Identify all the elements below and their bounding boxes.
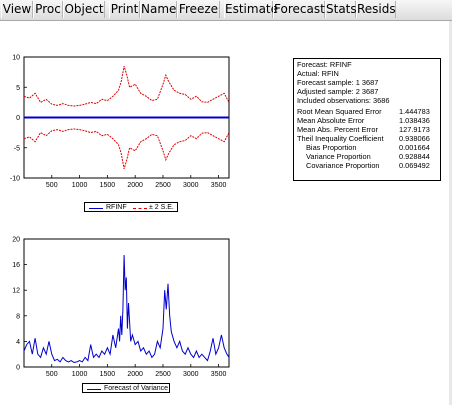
- x-tick-label: 500: [46, 182, 58, 189]
- stat-label: Covariance Proportion: [306, 161, 380, 170]
- x-tick-label: 1000: [72, 182, 88, 189]
- x-tick-label: 1500: [100, 371, 116, 378]
- object-button[interactable]: Object: [63, 1, 105, 18]
- variance-series-line: [23, 254, 230, 364]
- upper-se-band-line: [23, 65, 230, 107]
- stat-label: Mean Absolute Error: [297, 116, 365, 125]
- stat-header-forecast-sample: Forecast sample: 1 3687: [297, 78, 379, 87]
- x-tick-label: 2500: [155, 182, 171, 189]
- estimate-button[interactable]: Estimate: [224, 1, 279, 18]
- stats-button[interactable]: Stats: [325, 1, 357, 18]
- stat-value: 0.001664: [399, 143, 430, 152]
- stat-value: 1.444783: [399, 107, 430, 116]
- x-tick-label: 1500: [100, 182, 116, 189]
- lower-se-band-line: [23, 128, 230, 170]
- y-tick-label: 10: [12, 55, 20, 62]
- legend-label-forecast: RFINF: [106, 204, 127, 211]
- y-tick-label: -5: [14, 145, 20, 152]
- legend-label-variance: Forecast of Variance: [104, 385, 169, 392]
- print-button[interactable]: Print: [109, 1, 140, 18]
- forecast-button[interactable]: Forecast: [273, 1, 325, 18]
- x-tick-label: 2000: [127, 182, 143, 189]
- x-tick-label: 3000: [183, 182, 199, 189]
- stat-label: Variance Proportion: [306, 152, 371, 161]
- x-tick-label: 2000: [127, 371, 143, 378]
- freeze-button[interactable]: Freeze: [177, 1, 220, 18]
- y-tick-label: 5: [16, 85, 20, 92]
- y-tick-label: 4: [16, 339, 20, 346]
- stat-header-forecast: Forecast: RFINF: [297, 60, 352, 69]
- legend-line-variance: [87, 389, 101, 390]
- stat-value: 0.938066: [399, 134, 430, 143]
- legend-line-bands: [133, 208, 147, 209]
- resids-button[interactable]: Resids: [356, 1, 396, 18]
- top-chart-legend: RFINF ± 2 S.E.: [84, 202, 178, 212]
- stat-value: 0.928844: [399, 152, 430, 161]
- stat-value: 127.9173: [399, 125, 430, 134]
- y-tick-label: 0: [16, 115, 20, 122]
- stat-header-observations: Included observations: 3686: [297, 96, 390, 105]
- stat-value: 0.069492: [399, 161, 430, 170]
- y-tick-label: 16: [12, 262, 20, 269]
- y-tick-label: 8: [16, 313, 20, 320]
- vertical-scrollbar[interactable]: [449, 21, 452, 405]
- bottom-chart-legend: Forecast of Variance: [82, 383, 170, 393]
- stat-label: Bias Proportion: [306, 143, 357, 152]
- legend-label-bands: ± 2 S.E.: [149, 204, 174, 211]
- x-tick-label: 3000: [183, 371, 199, 378]
- forecast-statistics-box: Forecast: RFINF Actual: RFIN Forecast sa…: [293, 58, 441, 181]
- x-tick-label: 2500: [155, 371, 171, 378]
- stat-label: Mean Abs. Percent Error: [297, 125, 378, 134]
- toolbar: View Proc Object Print Name Freeze Estim…: [0, 0, 452, 21]
- stat-header-actual: Actual: RFIN: [297, 69, 339, 78]
- proc-button[interactable]: Proc: [33, 1, 63, 18]
- y-tick-label: -10: [10, 176, 20, 183]
- x-tick-label: 3500: [211, 371, 227, 378]
- stat-value: 1.038436: [399, 116, 430, 125]
- y-tick-label: 12: [12, 288, 20, 295]
- stat-header-adjusted-sample: Adjusted sample: 2 3687: [297, 87, 379, 96]
- legend-line-forecast: [89, 208, 103, 209]
- y-tick-label: 0: [16, 365, 20, 372]
- stat-label: Theil Inequality Coefficient: [297, 134, 384, 143]
- y-tick-label: 20: [12, 237, 20, 244]
- view-button[interactable]: View: [1, 1, 33, 18]
- name-button[interactable]: Name: [140, 1, 177, 18]
- x-tick-label: 500: [46, 371, 58, 378]
- x-tick-label: 3500: [211, 182, 227, 189]
- stat-label: Root Mean Squared Error: [297, 107, 382, 116]
- x-tick-label: 1000: [72, 371, 88, 378]
